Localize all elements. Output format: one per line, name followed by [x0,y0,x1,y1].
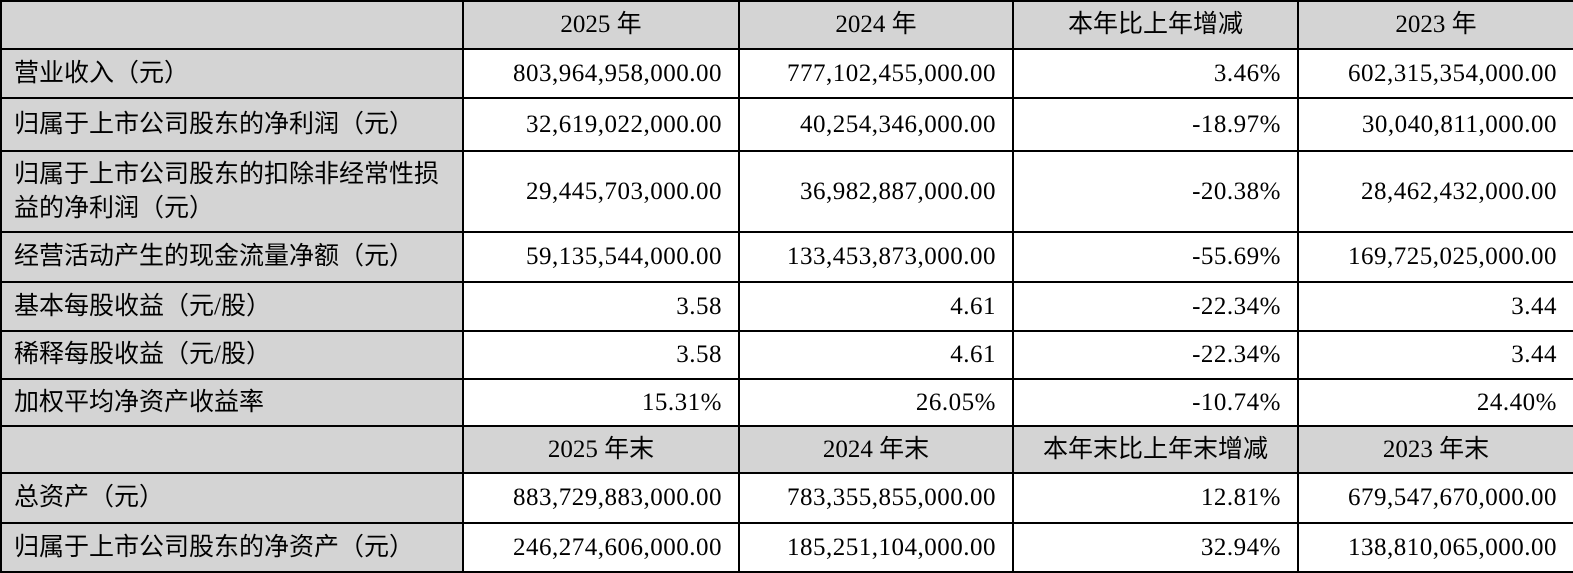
cell-value: 133,453,873,000.00 [738,231,1014,283]
col-header-2023: 2023 年 [1297,0,1573,50]
row-label: 归属于上市公司股东的净资产（元） [0,522,464,573]
table-row-total-assets: 总资产（元） 883,729,883,000.00 783,355,855,00… [0,472,1573,524]
col-header-2025: 2025 年 [462,0,740,50]
cell-value: -10.74% [1012,378,1299,427]
cell-value: 803,964,958,000.00 [462,48,740,99]
cell-value: 3.58 [462,281,740,332]
row-label: 归属于上市公司股东的扣除非经常性损益的净利润（元） [0,150,464,233]
row-label: 稀释每股收益（元/股） [0,330,464,380]
cell-value: 4.61 [738,330,1014,380]
table-row-operating-cash-flow: 经营活动产生的现金流量净额（元） 59,135,544,000.00 133,4… [0,231,1573,283]
corner-cell [0,0,464,50]
col-header-yoy-change: 本年比上年增减 [1012,0,1299,50]
cell-value: 24.40% [1297,378,1573,427]
cell-value: 783,355,855,000.00 [738,472,1014,524]
cell-value: 883,729,883,000.00 [462,472,740,524]
cell-value: 26.05% [738,378,1014,427]
cell-value: 12.81% [1012,472,1299,524]
cell-value: 32,619,022,000.00 [462,97,740,152]
cell-value: 15.31% [462,378,740,427]
cell-value: 138,810,065,000.00 [1297,522,1573,573]
corner-cell [0,425,464,474]
col-header-2024: 2024 年 [738,0,1014,50]
table-row-diluted-eps: 稀释每股收益（元/股） 3.58 4.61 -22.34% 3.44 [0,330,1573,380]
col-header-2023-end: 2023 年末 [1297,425,1573,474]
table-row-net-profit: 归属于上市公司股东的净利润（元） 32,619,022,000.00 40,25… [0,97,1573,152]
cell-value: 246,274,606,000.00 [462,522,740,573]
row-label: 总资产（元） [0,472,464,524]
cell-value: -22.34% [1012,281,1299,332]
row-label: 基本每股收益（元/股） [0,281,464,332]
period-header-row: 2025 年 2024 年 本年比上年增减 2023 年 [0,0,1573,50]
cell-value: 679,547,670,000.00 [1297,472,1573,524]
cell-value: 40,254,346,000.00 [738,97,1014,152]
row-label: 归属于上市公司股东的净利润（元） [0,97,464,152]
cell-value: 3.44 [1297,281,1573,332]
cell-value: 32.94% [1012,522,1299,573]
row-label: 营业收入（元） [0,48,464,99]
cell-value: -55.69% [1012,231,1299,283]
cell-value: 777,102,455,000.00 [738,48,1014,99]
table-row-net-assets: 归属于上市公司股东的净资产（元） 246,274,606,000.00 185,… [0,522,1573,573]
cell-value: 29,445,703,000.00 [462,150,740,233]
period-end-header-row: 2025 年末 2024 年末 本年末比上年末增减 2023 年末 [0,425,1573,474]
cell-value: 169,725,025,000.00 [1297,231,1573,283]
cell-value: 28,462,432,000.00 [1297,150,1573,233]
cell-value: 4.61 [738,281,1014,332]
row-label: 加权平均净资产收益率 [0,378,464,427]
cell-value: -22.34% [1012,330,1299,380]
cell-value: 3.58 [462,330,740,380]
table-row-basic-eps: 基本每股收益（元/股） 3.58 4.61 -22.34% 3.44 [0,281,1573,332]
row-label: 经营活动产生的现金流量净额（元） [0,231,464,283]
table-row-revenue: 营业收入（元） 803,964,958,000.00 777,102,455,0… [0,48,1573,99]
table-row-weighted-avg-roe: 加权平均净资产收益率 15.31% 26.05% -10.74% 24.40% [0,378,1573,427]
cell-value: -18.97% [1012,97,1299,152]
col-header-2025-end: 2025 年末 [462,425,740,474]
col-header-2024-end: 2024 年末 [738,425,1014,474]
cell-value: -20.38% [1012,150,1299,233]
cell-value: 36,982,887,000.00 [738,150,1014,233]
col-header-yoy-end-change: 本年末比上年末增减 [1012,425,1299,474]
cell-value: 602,315,354,000.00 [1297,48,1573,99]
cell-value: 59,135,544,000.00 [462,231,740,283]
cell-value: 3.44 [1297,330,1573,380]
cell-value: 3.46% [1012,48,1299,99]
cell-value: 30,040,811,000.00 [1297,97,1573,152]
cell-value: 185,251,104,000.00 [738,522,1014,573]
table-row-net-profit-excl-nonrecurring: 归属于上市公司股东的扣除非经常性损益的净利润（元） 29,445,703,000… [0,150,1573,233]
